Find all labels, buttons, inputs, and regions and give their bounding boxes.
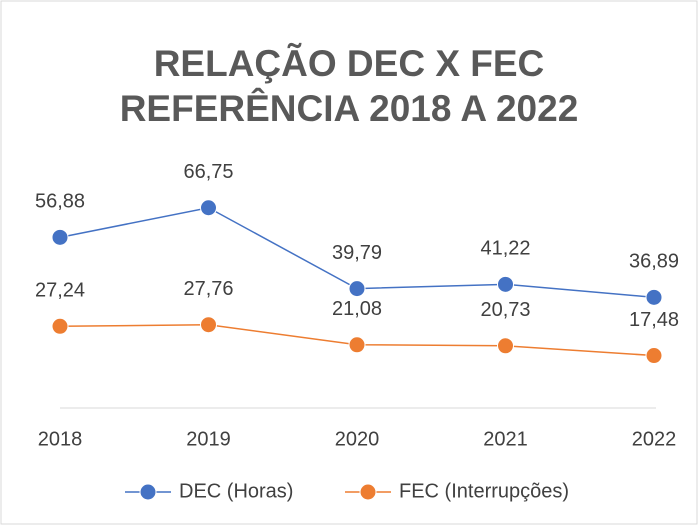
legend-marker [139,483,157,501]
x-tick-label: 2020 [335,428,380,450]
point [348,336,366,354]
point [497,337,514,355]
data-label: 66,75 [183,161,233,183]
legend-label: DEC (Horas) [179,480,293,502]
point [200,199,217,217]
data-label: 20,73 [480,299,530,321]
point [200,316,217,334]
point [348,280,366,298]
legend-marker [359,483,377,501]
chart-title: RELAÇÃO DEC X FEC [154,42,545,84]
data-label: 27,76 [183,278,233,300]
legend-label: FEC (Interrupções) [399,480,569,502]
x-tick-label: 2018 [38,428,83,450]
data-label: 36,89 [629,251,679,273]
data-label: 21,08 [332,298,382,320]
point [645,288,663,306]
point [645,347,663,365]
point [51,228,69,246]
chart-title: REFERÊNCIA 2018 A 2022 [120,87,579,129]
data-label: 17,48 [629,309,679,331]
x-tick-label: 2021 [483,428,528,450]
data-label: 27,24 [35,280,85,302]
point [51,317,69,335]
data-label: 39,79 [332,242,382,264]
point [497,275,514,293]
x-tick-label: 2019 [186,428,231,450]
x-tick-label: 2022 [632,428,677,450]
data-label: 41,22 [480,238,530,260]
data-label: 56,88 [35,191,85,213]
